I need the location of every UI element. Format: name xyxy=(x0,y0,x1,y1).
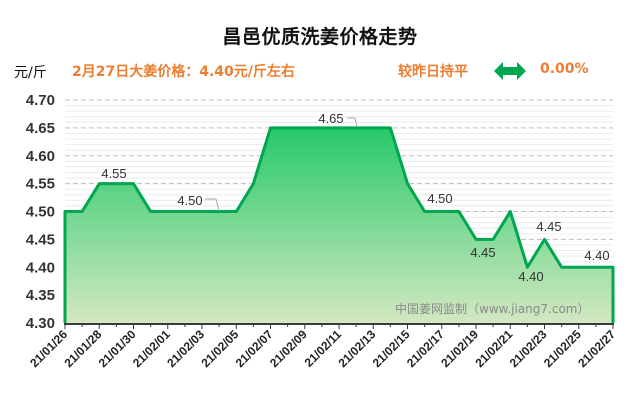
data-labels: 4.55 4.50 4.65 4.50 4.45 4.40 4.45 4.40 xyxy=(101,111,609,284)
data-label: 4.50 xyxy=(177,193,202,208)
y-axis-unit: 元/斤 xyxy=(14,65,47,81)
price-summary: 2月27日大姜价格：4.40元/斤左右 xyxy=(72,64,295,80)
left-right-arrow-icon xyxy=(494,62,526,80)
y-tick-label: 4.70 xyxy=(26,92,55,109)
y-tick-label: 4.35 xyxy=(26,287,55,304)
y-tick-label: 4.30 xyxy=(26,315,55,332)
price-line xyxy=(63,126,615,323)
change-value: 0.00% xyxy=(540,61,589,77)
area-fill xyxy=(65,127,613,324)
label-leader-line xyxy=(205,198,220,212)
y-tick-label: 4.55 xyxy=(26,176,55,193)
y-tick-label: 4.50 xyxy=(26,204,55,221)
label-leader-line xyxy=(347,117,358,128)
chart-title: 昌邑优质洗姜价格走势 xyxy=(222,26,418,48)
watermark-text: 中国姜网监制（www.jiang7.com） xyxy=(395,301,589,316)
data-label: 4.50 xyxy=(427,191,452,206)
x-tick-label: 21/02/09 xyxy=(267,327,310,370)
y-tick-label: 4.40 xyxy=(26,259,55,276)
data-label: 4.40 xyxy=(584,248,609,263)
y-tick-label: 4.45 xyxy=(26,231,55,248)
y-tick-label: 4.60 xyxy=(26,148,55,165)
data-label: 4.55 xyxy=(101,166,126,181)
data-label: 4.45 xyxy=(470,245,495,260)
compare-text: 较昨日持平 xyxy=(398,64,468,80)
x-tick-label: 21/02/27 xyxy=(575,327,618,370)
y-axis: 4.70 4.65 4.60 4.55 4.50 4.45 4.40 4.35 4.30 xyxy=(26,92,55,332)
data-label: 4.40 xyxy=(518,269,543,284)
data-label: 4.65 xyxy=(318,111,343,126)
data-label: 4.45 xyxy=(536,219,561,234)
watermark: 中国姜网监制（www.jiang7.com） xyxy=(395,301,589,316)
x-axis: 21/01/2621/01/2821/01/3021/02/0121/02/03… xyxy=(27,323,618,370)
y-tick-label: 4.65 xyxy=(26,120,55,137)
